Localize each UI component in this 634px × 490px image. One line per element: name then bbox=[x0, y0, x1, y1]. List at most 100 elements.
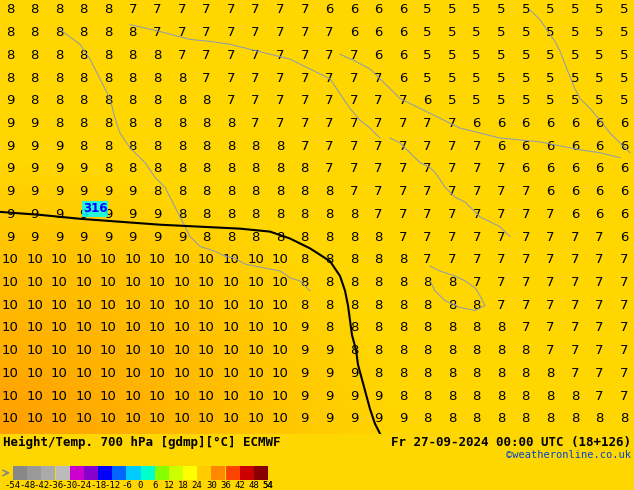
Text: 8: 8 bbox=[79, 26, 88, 39]
Text: 8: 8 bbox=[448, 321, 456, 335]
Bar bbox=[41, 466, 56, 480]
Text: 7: 7 bbox=[276, 117, 285, 130]
Text: 8: 8 bbox=[6, 72, 14, 84]
Text: 8: 8 bbox=[325, 231, 333, 244]
Text: 6: 6 bbox=[571, 162, 579, 175]
Text: 7: 7 bbox=[301, 94, 309, 107]
Text: 7: 7 bbox=[546, 321, 555, 335]
Text: 5: 5 bbox=[424, 3, 432, 16]
Bar bbox=[240, 466, 254, 480]
Text: 8: 8 bbox=[497, 367, 505, 380]
Text: 5: 5 bbox=[424, 26, 432, 39]
Text: 7: 7 bbox=[301, 49, 309, 62]
Text: 8: 8 bbox=[325, 208, 333, 221]
Text: -48: -48 bbox=[19, 481, 36, 490]
Text: 8: 8 bbox=[301, 162, 309, 175]
Text: 9: 9 bbox=[6, 140, 14, 153]
Text: 8: 8 bbox=[276, 231, 284, 244]
Text: 8: 8 bbox=[424, 344, 432, 357]
Text: 9: 9 bbox=[79, 185, 88, 198]
Text: 8: 8 bbox=[448, 344, 456, 357]
Text: 7: 7 bbox=[546, 208, 555, 221]
Bar bbox=[56, 466, 70, 480]
Text: 7: 7 bbox=[546, 231, 555, 244]
Text: 9: 9 bbox=[104, 185, 112, 198]
Text: 6: 6 bbox=[374, 3, 382, 16]
Text: 7: 7 bbox=[522, 185, 530, 198]
Text: 10: 10 bbox=[1, 276, 18, 289]
Text: 8: 8 bbox=[104, 3, 112, 16]
Text: 9: 9 bbox=[301, 321, 309, 335]
Text: 8: 8 bbox=[301, 185, 309, 198]
Text: 8: 8 bbox=[79, 49, 88, 62]
Text: 10: 10 bbox=[149, 367, 166, 380]
Text: 7: 7 bbox=[325, 94, 333, 107]
Text: 6: 6 bbox=[620, 117, 628, 130]
Text: 8: 8 bbox=[522, 367, 530, 380]
Text: 10: 10 bbox=[149, 413, 166, 425]
Text: 7: 7 bbox=[448, 162, 456, 175]
Text: 10: 10 bbox=[51, 299, 68, 312]
Text: 7: 7 bbox=[325, 117, 333, 130]
Text: 6: 6 bbox=[374, 26, 382, 39]
Text: 10: 10 bbox=[174, 390, 190, 403]
Text: 5: 5 bbox=[546, 49, 555, 62]
Text: 10: 10 bbox=[247, 276, 264, 289]
Bar bbox=[155, 466, 169, 480]
Text: 10: 10 bbox=[124, 367, 141, 380]
Text: 9: 9 bbox=[30, 117, 39, 130]
Text: 5: 5 bbox=[620, 26, 628, 39]
Text: 10: 10 bbox=[223, 367, 240, 380]
Text: 5: 5 bbox=[571, 49, 579, 62]
Text: 10: 10 bbox=[51, 413, 68, 425]
Text: 10: 10 bbox=[124, 413, 141, 425]
Text: 8: 8 bbox=[153, 162, 162, 175]
Text: 10: 10 bbox=[247, 344, 264, 357]
Text: 9: 9 bbox=[6, 94, 14, 107]
Text: 5: 5 bbox=[497, 72, 505, 84]
Text: 7: 7 bbox=[448, 253, 456, 266]
Text: 7: 7 bbox=[497, 276, 505, 289]
Text: 9: 9 bbox=[153, 231, 162, 244]
Text: 5: 5 bbox=[497, 94, 505, 107]
Text: 7: 7 bbox=[522, 253, 530, 266]
Text: 8: 8 bbox=[399, 344, 407, 357]
Text: 6: 6 bbox=[497, 140, 505, 153]
Text: 7: 7 bbox=[472, 185, 481, 198]
Text: 10: 10 bbox=[174, 299, 190, 312]
Text: 8: 8 bbox=[472, 367, 481, 380]
Text: 8: 8 bbox=[424, 367, 432, 380]
Text: 8: 8 bbox=[325, 299, 333, 312]
Text: 6: 6 bbox=[399, 3, 407, 16]
Text: 7: 7 bbox=[595, 321, 604, 335]
Text: 10: 10 bbox=[272, 321, 288, 335]
Text: 8: 8 bbox=[104, 26, 112, 39]
Text: 7: 7 bbox=[424, 208, 432, 221]
Text: 8: 8 bbox=[374, 231, 382, 244]
Text: 9: 9 bbox=[6, 208, 14, 221]
Text: 8: 8 bbox=[129, 26, 137, 39]
Text: 9: 9 bbox=[153, 208, 162, 221]
Text: 5: 5 bbox=[546, 3, 555, 16]
Text: 9: 9 bbox=[325, 367, 333, 380]
Text: 7: 7 bbox=[571, 231, 579, 244]
Text: 7: 7 bbox=[620, 253, 628, 266]
Text: 24: 24 bbox=[192, 481, 202, 490]
Text: 10: 10 bbox=[75, 390, 92, 403]
Text: 7: 7 bbox=[399, 185, 407, 198]
Bar bbox=[254, 466, 268, 480]
Text: 9: 9 bbox=[104, 231, 112, 244]
Text: 7: 7 bbox=[251, 49, 260, 62]
Text: 7: 7 bbox=[497, 253, 505, 266]
Text: 8: 8 bbox=[178, 140, 186, 153]
Text: 5: 5 bbox=[472, 3, 481, 16]
Text: 7: 7 bbox=[546, 253, 555, 266]
Text: 10: 10 bbox=[124, 299, 141, 312]
Text: 6: 6 bbox=[374, 49, 382, 62]
Text: 8: 8 bbox=[350, 231, 358, 244]
Text: 5: 5 bbox=[497, 26, 505, 39]
Text: 8: 8 bbox=[325, 185, 333, 198]
Text: 10: 10 bbox=[51, 253, 68, 266]
Text: 10: 10 bbox=[51, 276, 68, 289]
Text: 8: 8 bbox=[79, 140, 88, 153]
